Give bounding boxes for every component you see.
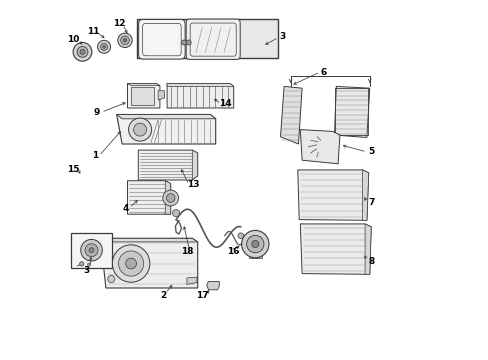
Polygon shape bbox=[127, 84, 160, 86]
Circle shape bbox=[163, 190, 178, 206]
Text: 14: 14 bbox=[219, 99, 232, 108]
Circle shape bbox=[80, 262, 84, 266]
Polygon shape bbox=[365, 224, 370, 274]
Polygon shape bbox=[117, 114, 215, 119]
Circle shape bbox=[77, 46, 88, 57]
Circle shape bbox=[128, 118, 151, 141]
Polygon shape bbox=[167, 84, 233, 86]
Circle shape bbox=[172, 210, 179, 217]
Text: 7: 7 bbox=[367, 198, 374, 207]
Polygon shape bbox=[131, 87, 153, 105]
Polygon shape bbox=[192, 150, 197, 180]
Circle shape bbox=[251, 240, 258, 248]
Text: 2: 2 bbox=[160, 292, 166, 300]
Circle shape bbox=[246, 235, 264, 253]
Circle shape bbox=[238, 233, 244, 239]
Circle shape bbox=[98, 40, 110, 53]
Circle shape bbox=[107, 275, 115, 283]
Polygon shape bbox=[138, 150, 197, 180]
Polygon shape bbox=[300, 130, 339, 164]
Text: 5: 5 bbox=[367, 148, 374, 157]
Text: 8: 8 bbox=[367, 256, 374, 266]
Circle shape bbox=[118, 251, 143, 276]
Polygon shape bbox=[248, 253, 261, 258]
Text: 6: 6 bbox=[320, 68, 326, 77]
Polygon shape bbox=[280, 86, 302, 144]
Circle shape bbox=[186, 40, 191, 45]
Text: 15: 15 bbox=[67, 165, 80, 174]
Circle shape bbox=[241, 230, 268, 258]
Circle shape bbox=[89, 248, 94, 253]
Text: 10: 10 bbox=[67, 35, 80, 44]
Polygon shape bbox=[127, 181, 170, 214]
Text: 11: 11 bbox=[87, 27, 100, 36]
Text: 1: 1 bbox=[92, 152, 98, 161]
Circle shape bbox=[123, 39, 126, 42]
Polygon shape bbox=[186, 277, 197, 284]
Circle shape bbox=[80, 49, 85, 54]
Text: 4: 4 bbox=[122, 204, 129, 213]
Circle shape bbox=[181, 40, 186, 45]
Polygon shape bbox=[101, 238, 197, 242]
Text: 13: 13 bbox=[187, 180, 199, 189]
Text: 3: 3 bbox=[83, 266, 89, 275]
Polygon shape bbox=[167, 84, 233, 108]
Circle shape bbox=[102, 45, 105, 48]
Text: 12: 12 bbox=[113, 19, 125, 28]
Circle shape bbox=[85, 244, 98, 257]
Circle shape bbox=[133, 123, 146, 136]
Circle shape bbox=[81, 239, 102, 261]
Bar bbox=[71, 233, 112, 268]
Circle shape bbox=[121, 36, 129, 45]
Circle shape bbox=[73, 42, 92, 61]
Text: 16: 16 bbox=[227, 247, 240, 256]
Text: 9: 9 bbox=[94, 108, 100, 117]
Circle shape bbox=[87, 263, 90, 266]
Polygon shape bbox=[300, 224, 370, 274]
FancyBboxPatch shape bbox=[139, 19, 185, 59]
Polygon shape bbox=[101, 238, 197, 288]
FancyBboxPatch shape bbox=[186, 19, 240, 59]
Polygon shape bbox=[297, 170, 368, 220]
Circle shape bbox=[166, 194, 175, 202]
Polygon shape bbox=[165, 181, 170, 214]
Circle shape bbox=[101, 43, 107, 50]
Polygon shape bbox=[158, 91, 164, 100]
Circle shape bbox=[118, 33, 132, 48]
Bar bbox=[335, 88, 367, 135]
Polygon shape bbox=[362, 170, 368, 220]
Polygon shape bbox=[127, 84, 160, 108]
Polygon shape bbox=[334, 86, 369, 138]
Text: 18: 18 bbox=[180, 248, 193, 256]
Text: 3: 3 bbox=[279, 32, 285, 41]
Circle shape bbox=[125, 258, 136, 269]
Bar bbox=[136, 19, 277, 58]
Circle shape bbox=[112, 245, 149, 282]
Text: 17: 17 bbox=[195, 291, 208, 300]
Polygon shape bbox=[117, 114, 215, 144]
Polygon shape bbox=[206, 282, 219, 290]
